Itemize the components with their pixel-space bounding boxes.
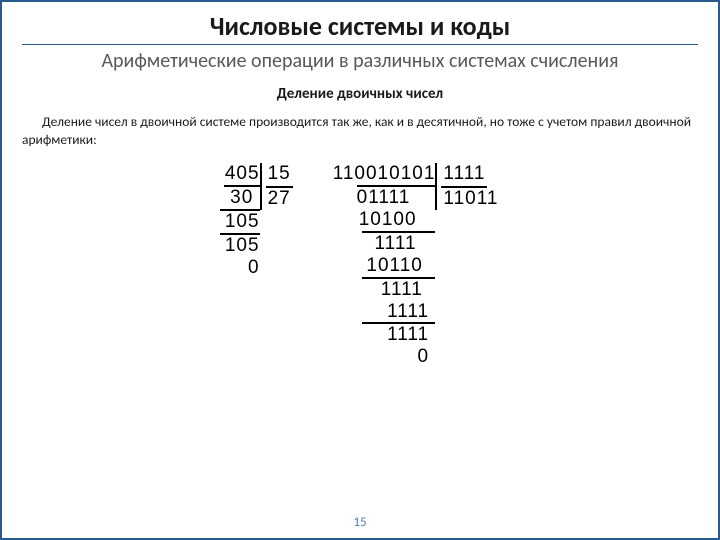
decimal-dividend-column: 405 30 105 105 0 <box>220 163 260 278</box>
binary-step-3: 10110 <box>333 255 436 277</box>
body-paragraph: Деление чисел в двоичной системе произво… <box>22 113 698 149</box>
binary-step-6: 1111 <box>362 322 435 346</box>
decimal-step-3: 0 <box>220 257 260 279</box>
decimal-step-2: 105 <box>220 233 260 257</box>
slide-subtitle: Арифметические операции в различных сист… <box>22 44 698 79</box>
binary-step-1: 10100 <box>333 209 436 231</box>
binary-step-0: 01111 <box>357 185 436 209</box>
decimal-divisor: 15 <box>266 163 293 188</box>
binary-divisor: 1111 <box>441 163 487 188</box>
binary-dividend: 110010101 <box>333 163 436 185</box>
slide-title: Числовые системы и коды <box>22 10 698 44</box>
binary-long-division: 110010101 01111 10100 1111 10110 1111 11… <box>333 163 501 368</box>
binary-step-5: 1111 <box>333 301 436 323</box>
decimal-step-0: 30 <box>224 185 260 209</box>
binary-dividend-column: 110010101 01111 10100 1111 10110 1111 11… <box>333 163 436 368</box>
binary-step-7: 0 <box>333 346 436 368</box>
binary-step-4: 1111 <box>362 277 435 301</box>
decimal-step-1: 105 <box>220 209 260 233</box>
division-figures: 405 30 105 105 0 15 27 110010101 01111 1… <box>22 163 698 368</box>
binary-divisor-column: 1111 11011 <box>435 163 500 210</box>
page-number: 15 <box>2 515 718 530</box>
decimal-dividend: 405 <box>220 163 260 185</box>
decimal-quotient: 27 <box>266 188 293 210</box>
section-heading: Деление двоичных чисел <box>22 85 698 103</box>
slide-frame: Числовые системы и коды Арифметические о… <box>0 0 720 540</box>
binary-step-2: 1111 <box>362 231 435 255</box>
decimal-divisor-column: 15 27 <box>260 163 293 210</box>
binary-quotient: 11011 <box>441 188 500 210</box>
decimal-long-division: 405 30 105 105 0 15 27 <box>220 163 293 368</box>
